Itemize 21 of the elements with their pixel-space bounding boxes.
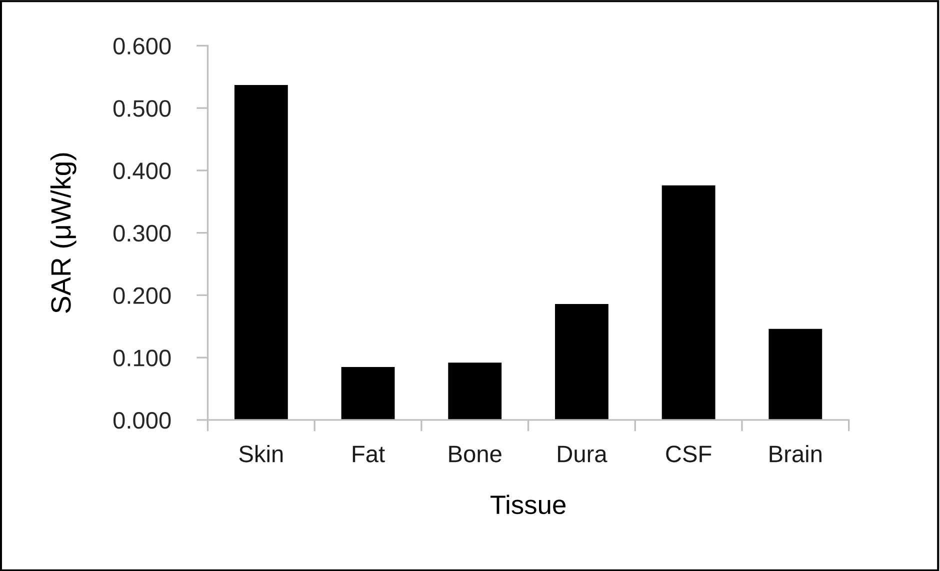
x-axis-title: Tissue xyxy=(490,494,566,514)
x-tick-label: Bone xyxy=(449,446,502,462)
y-tick-label: 0.000 xyxy=(113,412,171,429)
x-tick-label: Skin xyxy=(239,444,283,462)
bar xyxy=(234,84,288,420)
x-tick-label: CSF xyxy=(666,446,712,462)
x-tick-label: Brain xyxy=(770,444,822,462)
y-axis-title: SAR (μW/kg) xyxy=(50,153,76,313)
x-tick-label: Dura xyxy=(558,446,608,462)
y-tick-label: 0.600 xyxy=(113,38,171,54)
bar xyxy=(768,328,822,420)
y-tick-label: 0.500 xyxy=(113,100,171,117)
x-tick-label: Fat xyxy=(352,446,385,462)
bar xyxy=(341,366,395,420)
bar xyxy=(554,304,608,420)
bar xyxy=(448,362,502,420)
bar xyxy=(662,185,716,420)
y-tick-label: 0.300 xyxy=(113,224,171,242)
y-tick-label: 0.200 xyxy=(113,287,171,304)
y-tick-label: 0.100 xyxy=(113,350,171,366)
y-tick-label: 0.400 xyxy=(113,162,171,180)
